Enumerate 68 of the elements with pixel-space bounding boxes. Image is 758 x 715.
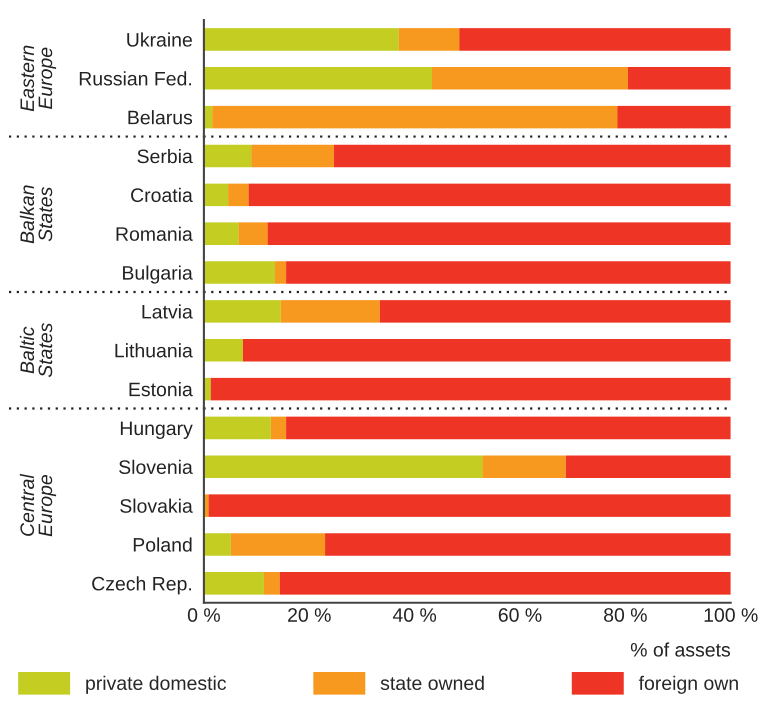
bar — [380, 300, 731, 323]
bar — [204, 572, 264, 595]
bar — [204, 338, 243, 362]
x-tick-label: 40 % — [392, 608, 436, 622]
y-tick-label: Poland — [134, 537, 192, 552]
bar — [204, 416, 271, 440]
y-axis-title: Baltic States — [20, 323, 52, 378]
bar — [617, 106, 731, 128]
bar — [204, 261, 276, 284]
bar — [210, 378, 731, 400]
y-tick-label: Lithuania — [115, 343, 193, 358]
bar — [280, 572, 731, 595]
x-tick-label: 20 % — [288, 608, 331, 622]
legend-label: foreign own — [638, 676, 738, 694]
bar — [566, 456, 731, 478]
x-tick-label: 100 % — [704, 608, 758, 622]
bar — [268, 222, 731, 245]
bar — [238, 222, 268, 245]
y-tick-label: Croatia — [131, 188, 193, 202]
y-tick-label: Latvia — [142, 304, 193, 319]
x-axis-title: % of assets — [630, 642, 730, 657]
bar — [459, 28, 731, 51]
bar — [204, 300, 281, 323]
y-tick-label: Bulgaria — [123, 265, 193, 284]
bar — [204, 456, 483, 478]
bar — [325, 533, 731, 556]
y-axis-title: Central Europe — [20, 474, 56, 536]
y-tick-label: Romania — [116, 226, 193, 241]
bar — [398, 28, 460, 51]
bar — [270, 416, 286, 440]
bar — [482, 456, 566, 478]
y-tick-label: Estonia — [130, 382, 193, 396]
bar — [280, 300, 380, 323]
legend-label: private domestic — [86, 676, 226, 694]
bar — [204, 28, 399, 51]
y-tick-label: Russian Fed. — [80, 71, 192, 86]
bar — [432, 67, 628, 90]
x-tick-label: 60 % — [498, 608, 542, 622]
bar — [204, 184, 228, 206]
bar — [204, 67, 432, 90]
y-tick-label: Ukraine — [127, 32, 192, 47]
bar — [242, 338, 731, 362]
bar — [334, 144, 731, 168]
bar — [248, 184, 731, 206]
y-axis-title: Balkan States — [20, 185, 52, 244]
x-tick-label: 0 % — [188, 608, 220, 622]
legend-label: state owned — [380, 676, 484, 690]
bar — [264, 572, 280, 595]
bar — [228, 184, 249, 206]
bar — [286, 261, 731, 284]
y-tick-label: Czech Rep. — [92, 576, 192, 594]
bar — [230, 533, 326, 556]
y-axis-title: Eastern Europe — [20, 46, 56, 112]
bar — [204, 222, 239, 245]
y-tick-label: Belarus — [128, 110, 192, 124]
bar — [208, 494, 731, 517]
y-tick-label: Slovakia — [120, 498, 193, 513]
y-tick-label: Hungary — [120, 422, 193, 440]
y-tick-label: Serbia — [137, 148, 193, 164]
bar — [251, 144, 334, 168]
bar — [628, 67, 731, 90]
bar — [275, 261, 286, 284]
bar — [204, 144, 252, 168]
bar — [286, 416, 731, 440]
bar — [204, 533, 231, 556]
y-tick-label: Slovenia — [119, 460, 193, 474]
x-tick-label: 80 % — [604, 608, 647, 622]
bar — [212, 106, 618, 128]
